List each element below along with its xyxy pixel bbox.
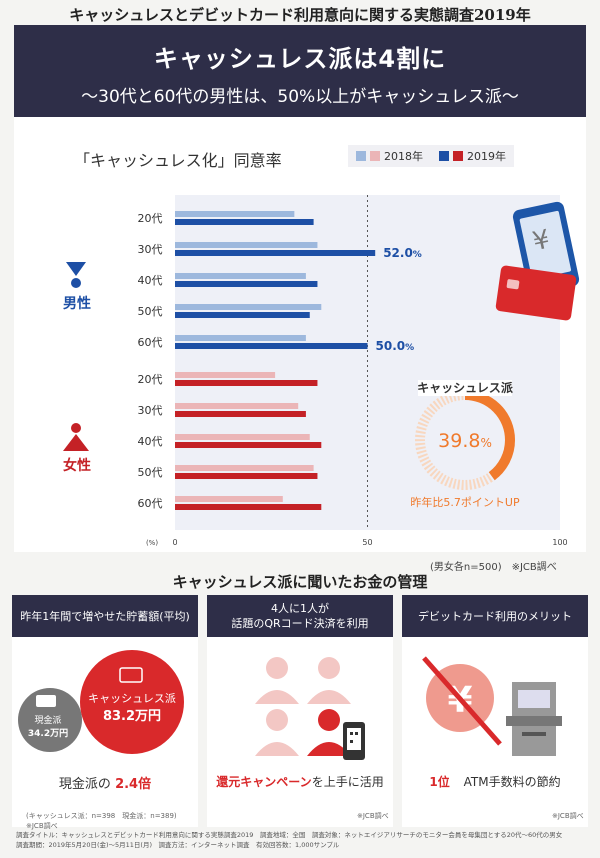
- category-label: 30代: [138, 404, 163, 417]
- data-label: 52.0%: [383, 246, 422, 260]
- atm-icons: ¥: [422, 656, 562, 756]
- cashless-circle-title: キャッシュレス派: [88, 692, 176, 705]
- savings-card: 昨年1年間で増やせた貯蓄額(平均) キャッシュレス派 83.2万円 現金派 34…: [12, 595, 198, 830]
- survey-line-1: 調査タイトル：キャッシュレスとデビットカード利用意向に関する実態調査2019 調…: [16, 831, 563, 839]
- donut-title-bg: [418, 380, 512, 396]
- cashless-circle: [80, 650, 184, 754]
- qr-card: 4人に1人が 話題のQRコード決済を利用 還元キャンペーンを上手に活用 ※JCB…: [207, 595, 393, 827]
- legend-label-2018: 2018年: [384, 150, 423, 163]
- cash-circle-title: 現金派: [34, 714, 61, 726]
- legend-label-2019: 2019年: [467, 150, 506, 163]
- bar-female-2019年: [175, 504, 322, 510]
- legend-swatch-male-2018: [356, 151, 366, 161]
- x-unit-label: (%): [146, 539, 158, 547]
- category-label: 30代: [138, 243, 163, 256]
- donut-unit: %: [480, 436, 491, 450]
- bar-female-2019年: [175, 411, 306, 417]
- sample-note: (男女各n=500) ※JCB調べ: [430, 562, 557, 573]
- cash-circle-value: 34.2万円: [28, 728, 68, 739]
- donut-title: キャッシュレス派: [417, 381, 514, 395]
- savings-circles: キャッシュレス派 83.2万円 現金派 34.2万円: [18, 650, 184, 754]
- x-tick-label: 50: [362, 538, 372, 547]
- chart-title: 「キャッシュレス化」同意率: [74, 151, 282, 170]
- legend-swatch-female-2019: [453, 151, 463, 161]
- category-label: 40代: [138, 274, 163, 287]
- bar-male-2019年: [175, 343, 368, 349]
- category-label: 40代: [138, 435, 163, 448]
- x-tick-label: 100: [552, 538, 567, 547]
- qr-card-note: ※JCB調べ: [357, 812, 389, 820]
- banner-subtitle: ～30代と60代の男性は、50%以上がキャッシュレス派～: [81, 87, 519, 107]
- x-tick-label: 0: [172, 538, 177, 547]
- top-title: キャッシュレスとデビットカード利用意向に関する実態調査2019年: [69, 6, 531, 24]
- male-label: 男性: [63, 296, 91, 312]
- category-label: 20代: [138, 212, 163, 225]
- bar-female-2018年: [175, 372, 276, 378]
- debit-card-note: ※JCB調べ: [552, 812, 584, 820]
- female-label: 女性: [63, 458, 91, 474]
- donut-caption: 昨年比5.7ポイントUP: [410, 495, 520, 509]
- card-mini-icon: [119, 667, 143, 683]
- bar-male-2019年: [175, 281, 318, 287]
- bar-male-2018年: [175, 304, 322, 310]
- category-label: 50代: [138, 466, 163, 479]
- header-banner: キャッシュレス派は4割に ～30代と60代の男性は、50%以上がキャッシュレス派…: [14, 25, 586, 117]
- female-symbol-dot: [71, 423, 81, 433]
- category-label: 50代: [138, 305, 163, 318]
- legend-swatch-male-2019: [439, 151, 449, 161]
- male-symbol-dot: [71, 278, 81, 288]
- data-label-unit: %: [405, 343, 414, 353]
- data-label-unit: %: [413, 250, 422, 260]
- atm-machine-icon: [506, 682, 562, 756]
- savings-card-note: (キャッシュレス派：n=398 現金派：n=389) ※JCB調べ: [26, 812, 184, 830]
- bar-male-2018年: [175, 335, 306, 341]
- savings-card-foot: 現金派の 2.4倍: [58, 777, 152, 792]
- bar-female-2018年: [175, 403, 299, 409]
- female-symbol-icon: [63, 434, 89, 451]
- banner-title: キャッシュレス派は4割に: [153, 45, 447, 73]
- debit-card-foot: 1位 ATM手数料の節約: [429, 775, 561, 789]
- bar-male-2019年: [175, 219, 314, 225]
- category-label: 60代: [138, 497, 163, 510]
- male-symbol-icon: [66, 262, 86, 276]
- legend-swatch-female-2018: [370, 151, 380, 161]
- debit-card: デビットカード利用のメリット ¥ 1位 ATM手数料の節約 ※JCB調べ: [402, 595, 588, 827]
- qr-card-header: 4人に1人が 話題のQRコード決済を利用: [207, 595, 393, 637]
- bar-male-2019年: [175, 312, 310, 318]
- savings-card-header: 昨年1年間で増やせた貯蓄額(平均): [12, 595, 198, 637]
- bar-male-2019年: [175, 250, 376, 256]
- section2-title: キャッシュレス派に聞いたお金の管理: [172, 573, 428, 591]
- qr-card-foot: 還元キャンペーンを上手に活用: [216, 775, 384, 789]
- cashless-circle-value: 83.2万円: [103, 709, 161, 724]
- cash-circle: [18, 688, 82, 752]
- debit-card-header: デビットカード利用のメリット: [402, 595, 588, 637]
- bar-female-2018年: [175, 496, 283, 502]
- bar-male-2018年: [175, 242, 318, 248]
- bar-female-2018年: [175, 434, 310, 440]
- chart-legend: 2018年 2019年: [348, 145, 514, 167]
- survey-line-2: 調査期間：2019年5月20日(金)〜5月11日(月) 調査方法：インターネット…: [16, 841, 340, 849]
- bar-female-2019年: [175, 442, 322, 448]
- category-label: 20代: [138, 373, 163, 386]
- bar-male-2018年: [175, 273, 306, 279]
- category-label: 60代: [138, 336, 163, 349]
- bar-female-2018年: [175, 465, 314, 471]
- people-icons: [255, 657, 365, 760]
- bar-male-2018年: [175, 211, 295, 217]
- bar-female-2019年: [175, 473, 318, 479]
- prohibit-slash: [422, 656, 502, 746]
- bar-female-2019年: [175, 380, 318, 386]
- data-label: 50.0%: [376, 339, 415, 353]
- donut-value: 39.8%: [438, 430, 492, 452]
- qr-user-icon: [307, 709, 351, 756]
